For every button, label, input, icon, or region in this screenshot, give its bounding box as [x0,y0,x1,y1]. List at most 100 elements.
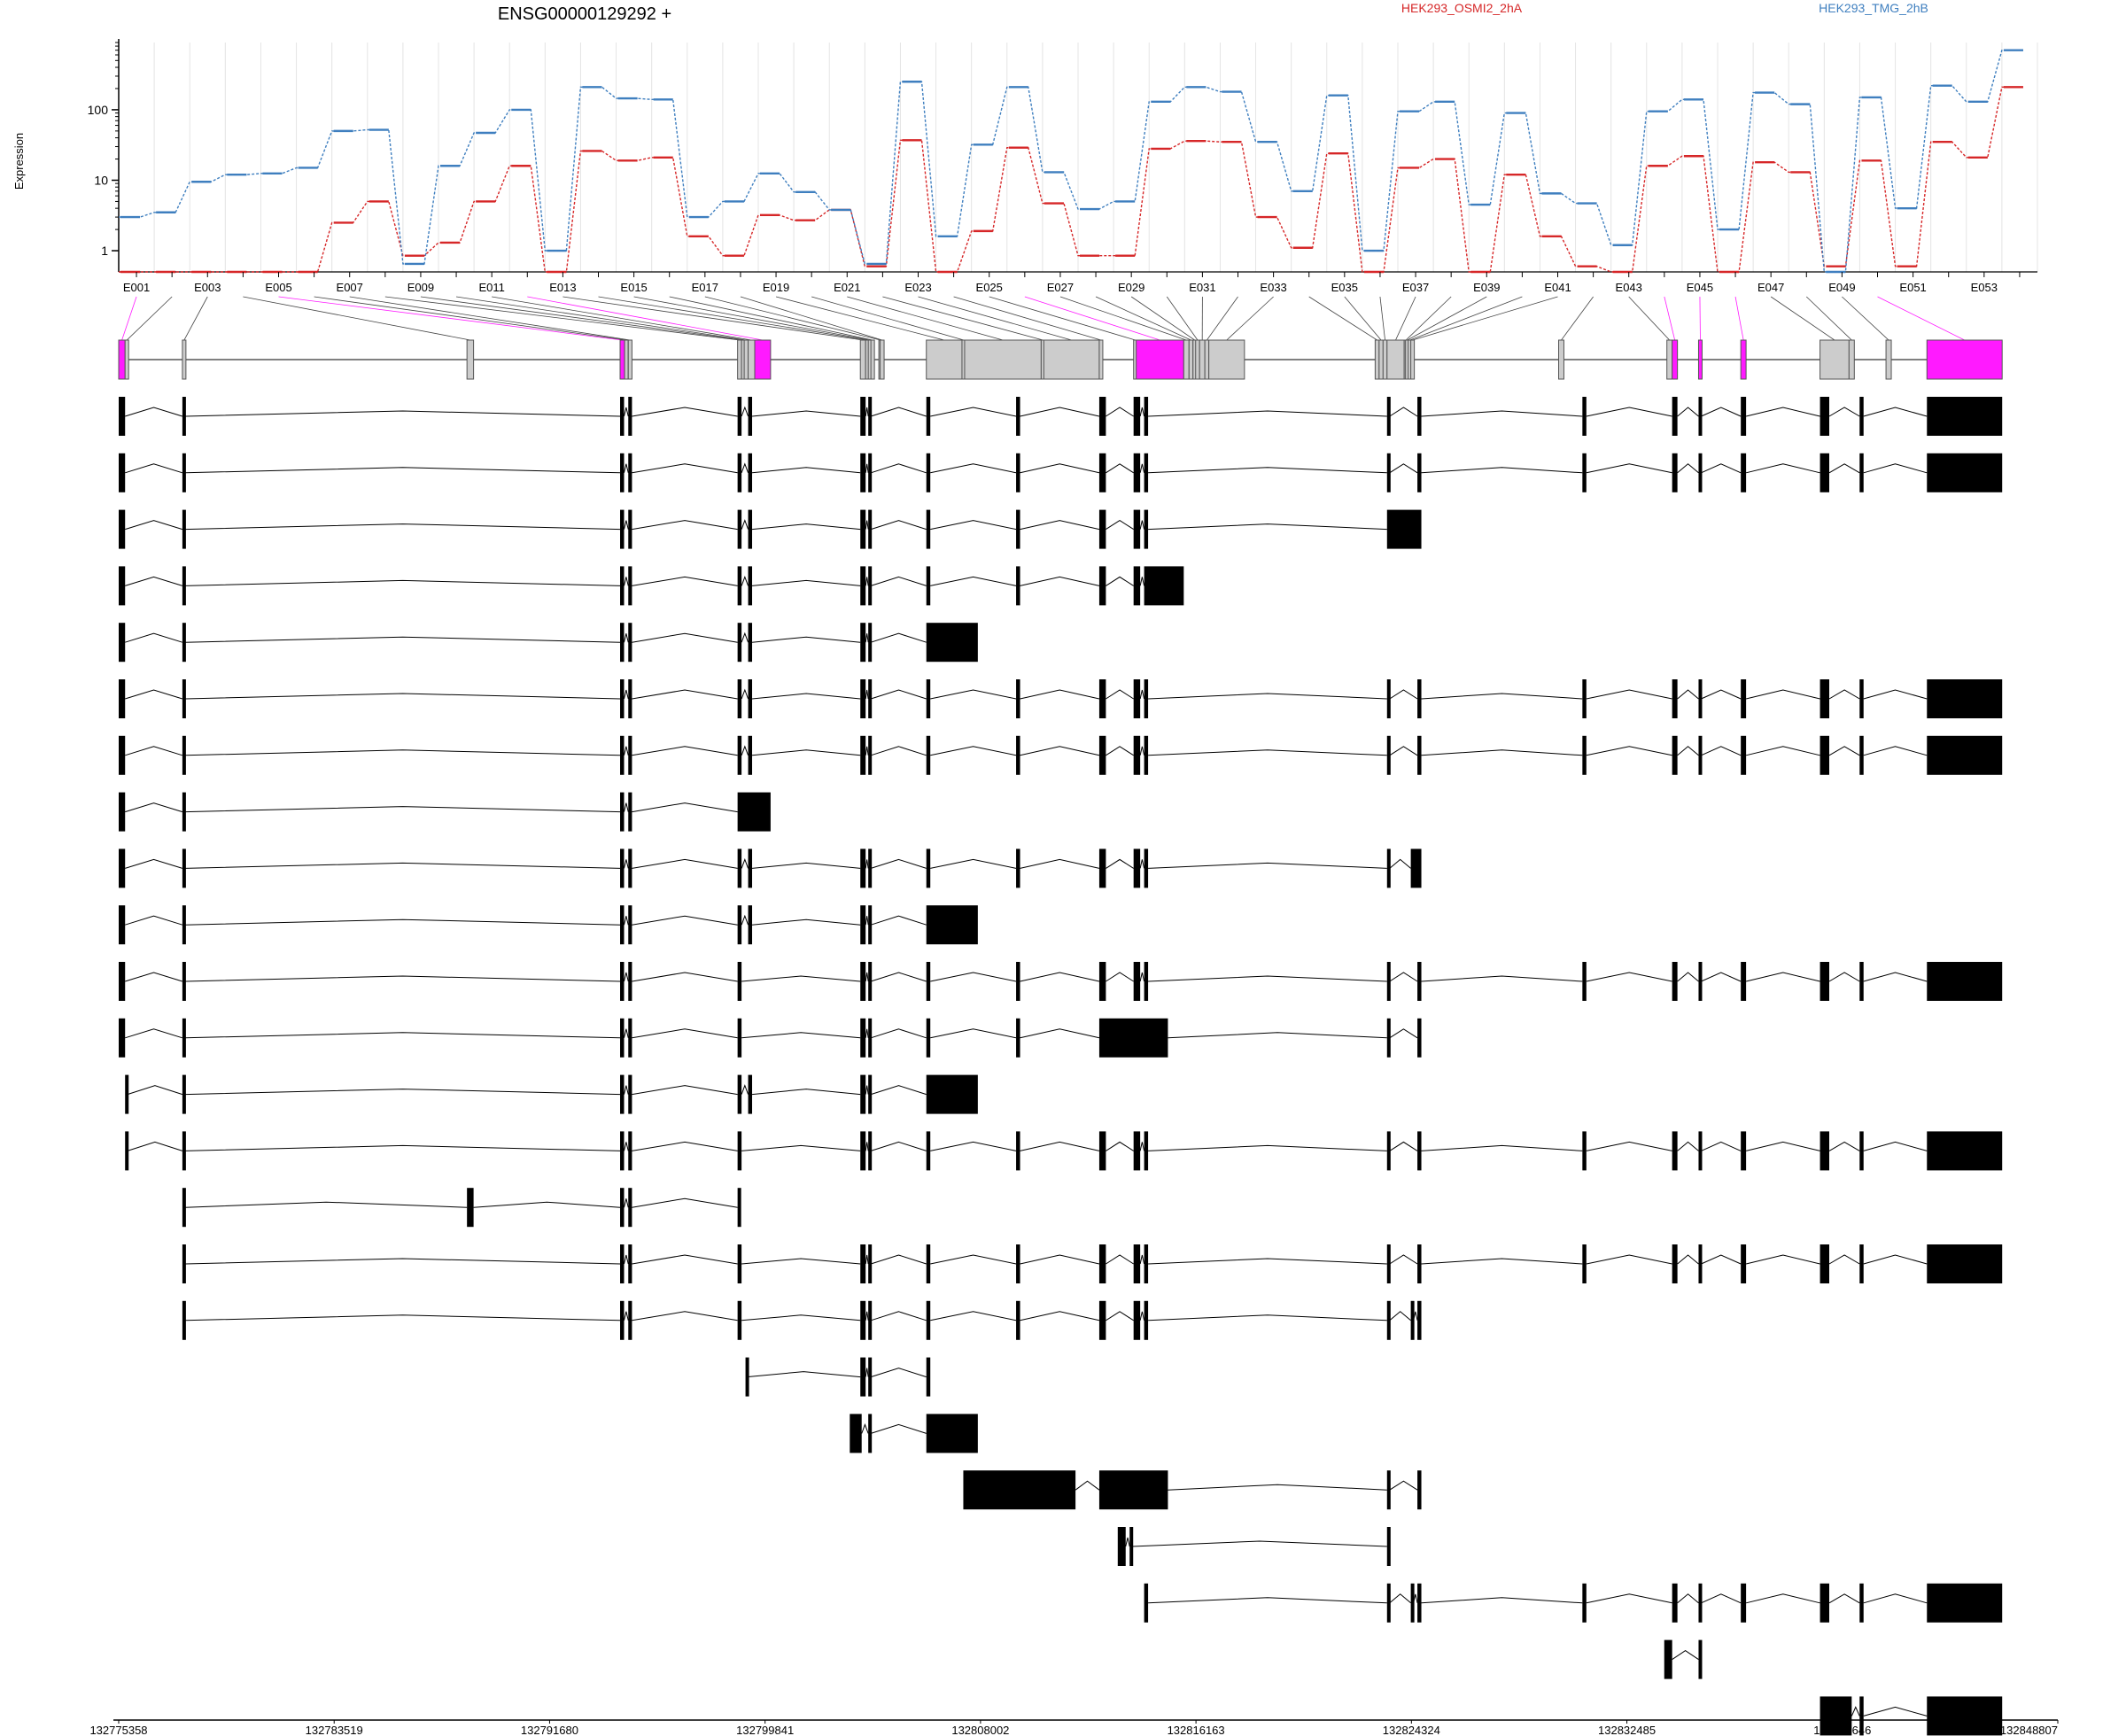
exon-block [1136,339,1184,380]
transcript-exon [926,453,931,492]
transcript-exon [868,566,873,606]
exon-block [1386,339,1405,380]
transcript-exon [1098,962,1106,1001]
intron-line [624,1254,629,1265]
intron-line [865,1254,869,1265]
intron-line [125,689,183,700]
transcript-exon [926,679,931,718]
y-tick-label: 10 [94,173,108,187]
transcript-exon [1927,1244,2003,1283]
intron-line [741,519,749,530]
transcript-exon [1582,1244,1587,1283]
transcript-exon [737,1244,742,1283]
transcript-exon [1016,1131,1020,1171]
intron-line [1020,576,1100,586]
transcript-exon [868,1074,873,1114]
transcript-exon [850,1414,862,1453]
intron-line [741,632,749,643]
intron-line [632,858,738,869]
intron-line [865,689,869,700]
y-tick-label: 100 [88,103,109,117]
intron-line [1139,1311,1145,1321]
intron-line [1745,1593,1820,1604]
intron-line [930,972,1017,982]
intron-line [1106,1311,1134,1321]
exon-block [1740,339,1747,380]
transcript-exon [1582,453,1587,492]
exon-connector [1344,296,1382,341]
transcript-exon [1386,1244,1391,1283]
intron-line [865,520,869,530]
transcript-exon [1098,1018,1168,1058]
intron-line [1125,1537,1130,1547]
exon-connector [455,296,747,341]
exon-connector [563,296,864,341]
transcript-exon [748,905,753,945]
transcript-exon [1098,566,1106,606]
transcript-exon [860,962,866,1001]
transcript-exon [860,1131,866,1171]
exon-tick-label: E015 [620,281,647,294]
transcript-exon [1016,849,1020,888]
intron-line [1139,746,1145,756]
transcript-exon [868,1300,873,1340]
transcript-row [119,792,771,832]
exon-connector [1628,296,1670,341]
exon-connector [1226,296,1274,341]
transcript-exon [1672,735,1678,775]
intron-line [1421,1258,1583,1265]
exon-connector [918,296,1072,341]
intron-line [624,859,629,869]
transcript-row [119,905,978,945]
transcript-exon [119,679,126,718]
intron-line [751,636,861,643]
exon-block [1697,339,1703,380]
transcript-exon [963,1470,1076,1510]
gridlines [118,43,2038,272]
exon-tick-label: E051 [1899,281,1926,294]
transcript-exon [182,1074,186,1114]
genomic-tick-label: 132832485 [1598,1724,1656,1736]
exon-block [1926,339,2003,380]
transcript-exon [1820,735,1829,775]
genomic-axis: 132775358 132783519 132791680 132799841 1328… [89,1719,2059,1736]
intron-line [185,579,621,586]
transcript-exon [926,1300,931,1340]
transcript-exon [1133,566,1141,606]
intron-line [1421,410,1583,417]
transcript-exon [182,679,186,718]
transcript-exon [182,849,186,888]
transcript-exon [1582,1131,1587,1171]
genomic-tick-label: 132824324 [1383,1724,1440,1736]
intron-line [127,1141,183,1151]
exon-block [118,339,126,380]
transcript-exon [1098,453,1106,492]
transcript-exon [1386,509,1422,549]
transcript-exon [1672,1583,1678,1623]
transcript-exon [1016,1244,1020,1283]
intron-line [185,749,621,756]
intron-line [741,688,749,700]
transcript-exon [748,849,753,888]
intron-line [865,1085,869,1095]
intron-line [1421,975,1583,982]
intron-line [1701,1141,1742,1151]
intron-line [865,463,869,473]
transcript-row [119,623,978,663]
intron-line [1421,467,1583,474]
transcript-exon [1016,509,1020,549]
intron-line [870,632,927,643]
intron-line [1389,1141,1418,1151]
exon-connector [1166,296,1199,341]
transcript-exon [748,735,753,775]
intron-line [624,1311,629,1321]
transcript-exon [1016,735,1020,775]
transcript-exon [1698,962,1703,1001]
intron-line [1851,1706,1860,1717]
transcript-exon [1098,509,1106,549]
intron-line [861,1422,869,1434]
intron-line [870,1368,927,1378]
exon-block [1043,339,1100,380]
transcript-exon [1741,735,1747,775]
transcript-exon [628,1131,632,1171]
